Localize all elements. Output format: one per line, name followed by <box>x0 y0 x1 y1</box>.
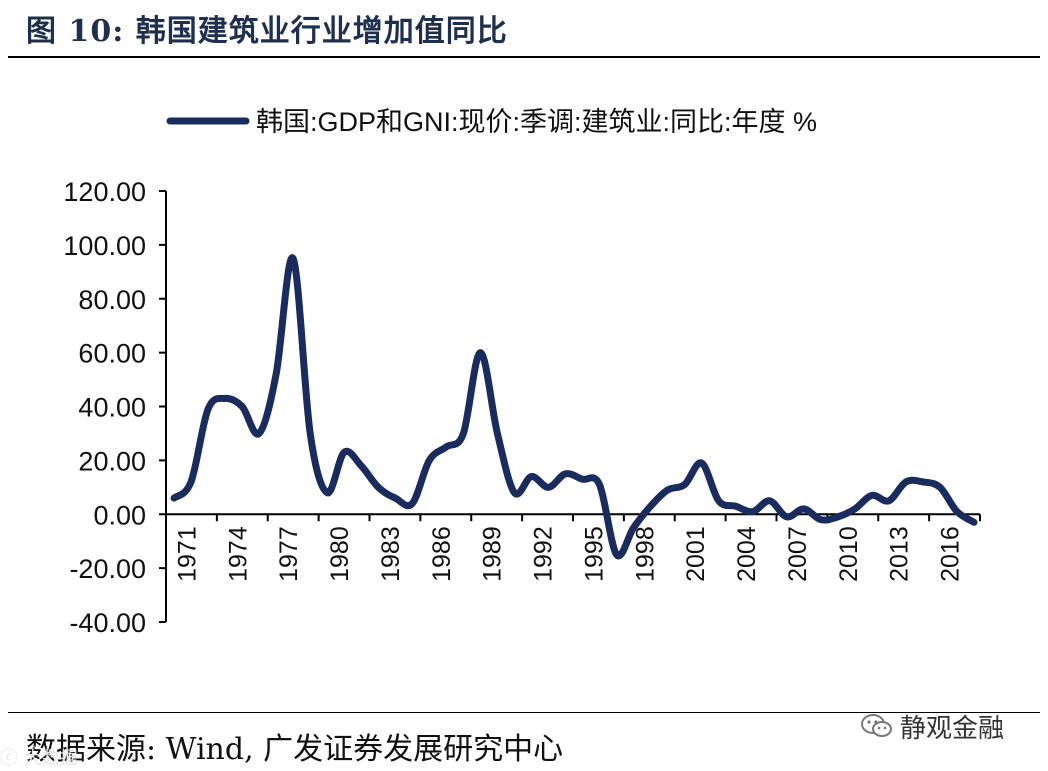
x-tick-label: 1974 <box>224 526 252 582</box>
y-tick-label: 60.00 <box>78 339 146 369</box>
legend: 韩国:GDP和GNI:现价:季调:建筑业:同比:年度 % <box>166 107 817 137</box>
y-axis: 120.00 100.00 80.00 60.00 40.00 20.00 0.00 -20.… <box>63 177 167 638</box>
y-tick-label: 100.00 <box>63 231 146 261</box>
series-line <box>170 254 978 560</box>
x-tick-label: 1983 <box>377 526 405 582</box>
x-tick-label: 1992 <box>530 526 558 582</box>
x-tick-label: 1980 <box>326 526 354 582</box>
y-tick-label: 120.00 <box>63 177 146 207</box>
x-tick-label: 2001 <box>682 526 710 582</box>
y-tick-label: 20.00 <box>78 446 146 476</box>
x-tick-label: 2004 <box>733 526 761 582</box>
brand: 静观金融 <box>860 706 1004 746</box>
x-tick-label: 1998 <box>631 526 659 582</box>
x-tick-label: 2013 <box>886 526 914 582</box>
x-tick-label: 2007 <box>784 526 812 582</box>
source-note: 数据来源: Wind, 广发证券发展研究中心 <box>26 732 564 767</box>
y-tick-label: 0.00 <box>93 500 146 530</box>
x-tick-label: 1971 <box>173 526 201 582</box>
x-tick-label: 2010 <box>835 526 863 582</box>
wechat-icon <box>861 714 892 737</box>
x-tick-label: 1989 <box>479 526 507 582</box>
title-divider <box>8 56 1040 58</box>
watermark: ⓒ 大数据 <box>0 748 78 769</box>
footer-divider <box>8 712 1040 713</box>
y-tick-label: 80.00 <box>78 285 146 315</box>
x-tick-label: 1977 <box>275 526 303 582</box>
legend-label: 韩国:GDP和GNI:现价:季调:建筑业:同比:年度 % <box>256 107 817 137</box>
x-tick-label: 1995 <box>580 526 608 582</box>
x-tick-label: 2016 <box>937 526 965 582</box>
y-tick-label: 40.00 <box>78 393 146 423</box>
y-tick-label: -40.00 <box>69 608 146 638</box>
x-tick-label: 1986 <box>428 526 456 582</box>
figure-title: 图 10: 韩国建筑业行业增加值同比 <box>26 14 508 49</box>
brand-name: 静观金融 <box>900 713 1005 744</box>
y-tick-label: -20.00 <box>69 554 146 584</box>
x-axis: 1971 1974 1977 1980 1983 1986 1989 1992 1995 1998… <box>165 513 981 582</box>
